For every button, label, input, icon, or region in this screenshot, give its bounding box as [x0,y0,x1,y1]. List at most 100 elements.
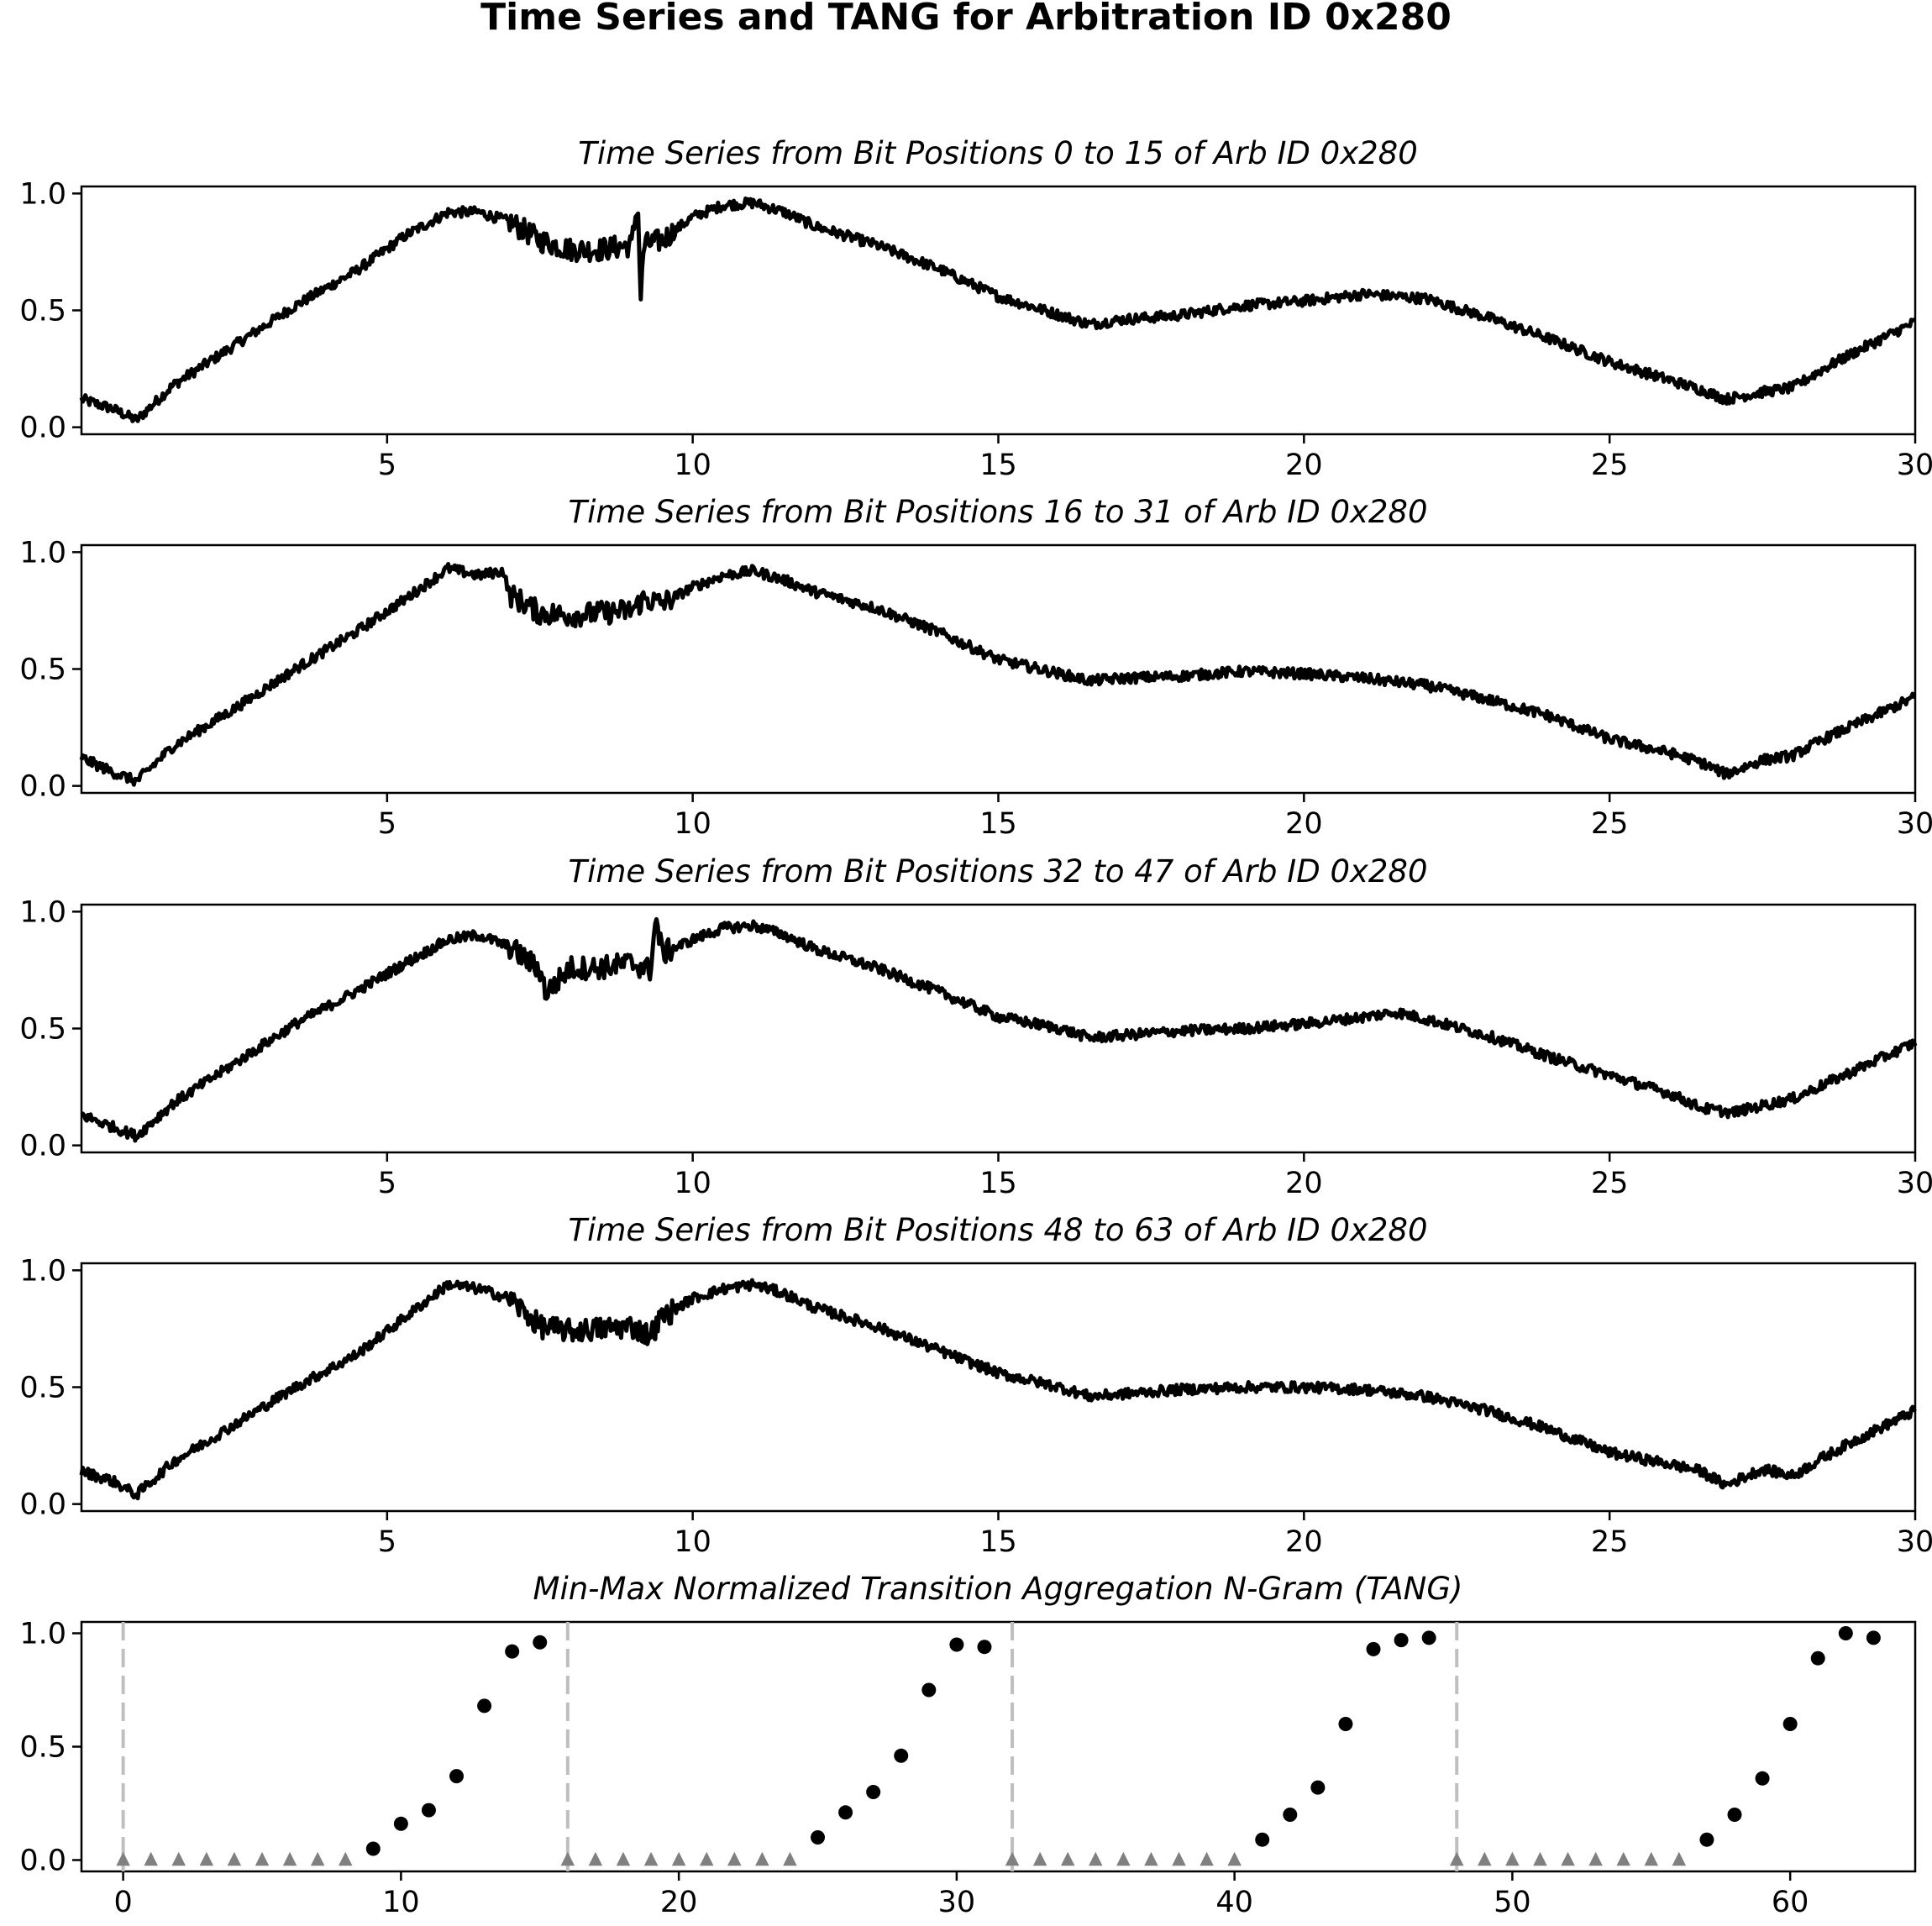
tang-point-circle [1838,1626,1853,1640]
x-tick-label: 10 [674,807,711,841]
x-tick-label: 30 [1897,807,1932,841]
series-line-0 [81,916,1918,1143]
tang-point-triangle [1060,1851,1075,1866]
tang-point-triangle [1144,1851,1158,1866]
x-tick-label: 10 [674,449,711,482]
series-line-0 [79,196,1917,423]
tang-point-circle [1255,1832,1270,1847]
x-tick-label: 20 [660,1886,698,1919]
x-tick-label: 30 [1897,449,1932,482]
tang-point-circle [421,1803,436,1818]
tang-point-circle [1283,1808,1298,1822]
tang-point-circle [894,1748,909,1763]
x-tick-label: 5 [378,1167,396,1200]
x-tick-label: 20 [1285,449,1323,482]
tang-point-circle [977,1640,992,1655]
tang-point-triangle [1588,1851,1603,1866]
tang-point-triangle [616,1851,631,1866]
y-tick-label: 0.5 [19,1372,66,1405]
x-tick-label: 0 [113,1886,132,1919]
y-tick-label: 0.0 [19,1488,66,1522]
tang-point-triangle [671,1851,686,1866]
tang-point-triangle [1116,1851,1131,1866]
tang-point-circle [1366,1641,1381,1656]
tang-point-circle [1310,1780,1326,1795]
series-line-0 [79,562,1916,787]
tang-scatter-panel: Min-Max Normalized Transition Aggregatio… [19,1571,1917,1919]
x-tick-label: 5 [378,1525,396,1559]
tang-point-circle [1727,1808,1742,1822]
tang-point-circle [365,1841,381,1856]
x-tick-label: 20 [1285,1525,1323,1559]
tang-point-triangle [588,1851,603,1866]
tang-point-triangle [699,1851,714,1866]
tang-point-circle [1810,1650,1825,1666]
x-tick-label: 20 [1285,807,1323,841]
axes-frame [80,1262,1917,1513]
y-tick-label: 0.5 [19,653,66,687]
x-tick-label: 10 [674,1525,711,1559]
tang-point-circle [505,1644,520,1659]
tang-point-triangle [144,1851,158,1866]
y-tick-label: 0.0 [19,1130,66,1163]
y-tick-label: 1.0 [19,895,66,929]
x-tick-label: 30 [1897,1167,1932,1200]
x-tick-label: 30 [938,1886,976,1919]
tang-point-triangle [1032,1851,1047,1866]
x-tick-label: 25 [1591,807,1629,841]
tang-point-triangle [783,1851,797,1866]
axes-frame [80,1620,1917,1873]
tang-point-triangle [171,1851,186,1866]
y-tick-label: 1.0 [19,1618,66,1651]
tang-point-triangle [1172,1851,1186,1866]
time-series-panel-0-15: Time Series from Bit Positions 0 to 15 o… [19,135,1932,482]
tang-point-circle [1394,1633,1409,1648]
tang-point-circle [1421,1630,1436,1645]
tang-point-circle [866,1785,881,1799]
x-tick-label: 20 [1285,1167,1323,1200]
tang-point-triangle [1200,1851,1214,1866]
tang-point-triangle [1089,1851,1103,1866]
tang-point-triangle [227,1851,242,1866]
tang-point-circle [1782,1717,1798,1731]
y-tick-label: 0.5 [19,1731,66,1765]
x-tick-label: 30 [1897,1525,1932,1559]
axes-frame [80,185,1917,436]
tang-point-circle [921,1682,937,1698]
tang-point-circle [393,1816,408,1831]
tang-point-triangle [1478,1851,1492,1866]
x-tick-label: 25 [1591,1167,1629,1200]
tang-point-circle [838,1805,853,1820]
series-line-0 [79,1278,1917,1501]
tang-point-triangle [727,1851,742,1866]
tang-point-circle [533,1635,548,1650]
x-tick-label: 15 [979,807,1017,841]
figure-title: Time Series and TANG for Arbitration ID … [480,0,1452,39]
tang-point-triangle [755,1851,769,1866]
x-tick-label: 15 [979,449,1017,482]
tang-point-circle [1699,1832,1714,1847]
tang-point-circle [1338,1717,1353,1731]
tang-point-triangle [1561,1851,1575,1866]
axes-frame [80,903,1917,1154]
y-tick-label: 1.0 [19,177,66,211]
x-tick-label: 25 [1591,449,1629,482]
tang-point-triangle [1533,1851,1547,1866]
x-tick-label: 60 [1772,1886,1809,1919]
y-tick-label: 1.0 [19,536,66,569]
y-tick-label: 1.0 [19,1254,66,1288]
tang-point-triangle [1644,1851,1659,1866]
tang-point-triangle [560,1851,575,1866]
tang-point-triangle [338,1851,353,1866]
tang-point-triangle [1450,1851,1464,1866]
axes-frame [80,543,1917,795]
tang-point-triangle [1505,1851,1520,1866]
x-tick-label: 10 [674,1167,711,1200]
tang-point-triangle [1005,1851,1020,1866]
tang-point-triangle [1616,1851,1630,1866]
tang-point-triangle [255,1851,270,1866]
tang-point-triangle [1672,1851,1687,1866]
tang-point-triangle [199,1851,214,1866]
x-tick-label: 5 [378,807,396,841]
